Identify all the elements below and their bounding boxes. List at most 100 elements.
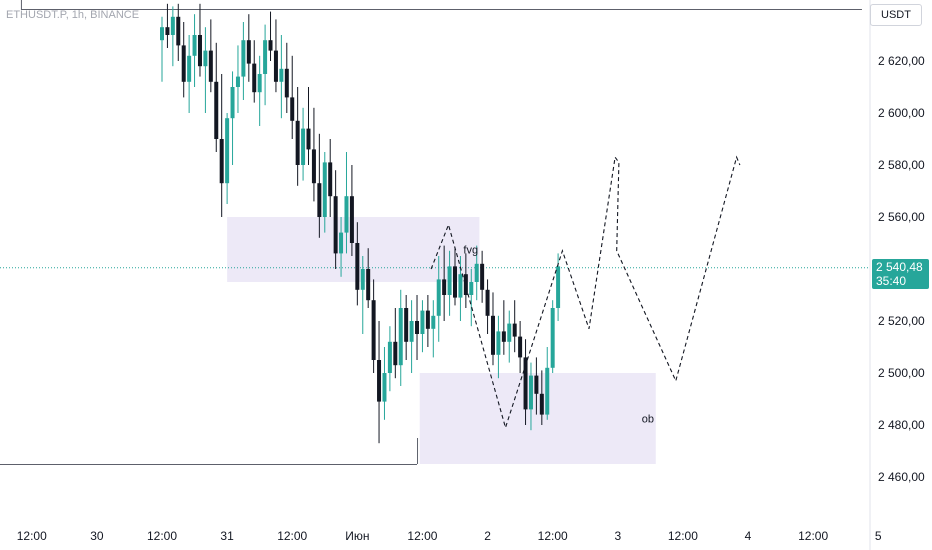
candle-body <box>181 45 186 82</box>
candle-body <box>485 289 490 316</box>
candle-body <box>301 128 306 165</box>
candle-body <box>463 274 468 295</box>
candle-body <box>507 323 512 342</box>
candle-body <box>550 308 555 368</box>
candle-body <box>442 279 447 295</box>
time-tick-label: 5 <box>875 529 882 543</box>
time-axis[interactable]: 12:00 30 12:00 31 12:00 Июн 12:00 2 12:00 3 12:00 4… <box>17 529 882 543</box>
candle-body <box>490 315 495 355</box>
candle-body <box>420 310 425 334</box>
time-tick-label: 12:00 <box>17 529 47 543</box>
candle-body <box>387 341 392 373</box>
candle-body <box>393 341 398 366</box>
candle-body <box>409 321 414 342</box>
currency-selector[interactable]: USDT <box>870 4 922 26</box>
candle-body <box>241 40 246 77</box>
candle-body <box>192 35 197 56</box>
candle-body <box>431 315 436 329</box>
candle-body <box>279 68 284 82</box>
candle-body <box>311 149 316 184</box>
price-axis[interactable]: 2 460,002 480,002 500,002 520,002 540,00… <box>878 54 925 484</box>
candle-body <box>208 50 213 82</box>
candle-body <box>518 336 523 358</box>
time-tick-label: Июн <box>345 529 369 543</box>
candle-body <box>480 263 485 290</box>
time-tick-label: 12:00 <box>407 529 437 543</box>
candle-body <box>203 50 208 67</box>
candle-body <box>534 375 539 394</box>
price-tick-label: 2 520,00 <box>878 314 925 328</box>
candle-body <box>371 300 376 360</box>
candle-body <box>366 269 371 301</box>
candle-body <box>263 40 268 74</box>
zone-label-ob: ob <box>642 414 654 426</box>
candle-body <box>360 269 365 290</box>
candle-body <box>317 183 322 217</box>
candle-body <box>225 118 230 184</box>
time-tick-label: 12:00 <box>798 529 828 543</box>
countdown-timer: 35:40 <box>876 273 907 288</box>
last-price-tag: 2 540,48 35:40 <box>872 258 929 289</box>
candle-body <box>523 357 528 410</box>
candle-body <box>339 232 344 254</box>
candle-body <box>474 263 479 282</box>
candle-body <box>273 50 278 82</box>
candle-body <box>415 321 420 334</box>
time-tick-label: 12:00 <box>538 529 568 543</box>
candle-body <box>230 87 235 119</box>
zones <box>227 217 656 464</box>
price-tick-label: 2 600,00 <box>878 106 925 120</box>
candle-body <box>214 81 219 139</box>
price-tick-label: 2 500,00 <box>878 366 925 380</box>
candle-body <box>284 68 289 98</box>
candle-body <box>197 35 202 67</box>
candle-body <box>165 27 170 35</box>
candle-body <box>235 76 240 87</box>
time-tick-label: 12:00 <box>277 529 307 543</box>
time-tick-label: 31 <box>220 529 234 543</box>
candle-body <box>539 393 544 415</box>
candles <box>160 3 561 444</box>
candle-body <box>187 55 192 82</box>
price-tick-label: 2 580,00 <box>878 158 925 172</box>
candle-body <box>170 16 175 35</box>
time-tick-label: 12:00 <box>668 529 698 543</box>
candle-body <box>333 196 338 254</box>
candle-body <box>160 27 164 41</box>
candle-body <box>252 63 257 93</box>
candle-body <box>246 40 251 64</box>
time-tick-label: 12:00 <box>147 529 177 543</box>
candle-body <box>344 196 349 233</box>
candle-body <box>425 310 430 329</box>
time-tick-label: 30 <box>90 529 104 543</box>
candle-body <box>176 16 181 46</box>
candle-body <box>268 40 273 51</box>
candle-body <box>453 266 458 298</box>
candle-body <box>512 323 517 337</box>
candle-body <box>322 162 327 217</box>
candle-body <box>398 308 403 366</box>
candle-body <box>257 74 262 93</box>
price-tick-label: 2 620,00 <box>878 54 925 68</box>
zone-label-fvg: fvg <box>463 245 478 257</box>
time-tick-label: 4 <box>745 529 752 543</box>
candle-body <box>436 279 441 316</box>
candle-body <box>556 266 561 308</box>
price-tick-label: 2 480,00 <box>878 418 925 432</box>
candle-body <box>496 331 501 355</box>
candle-body <box>295 120 300 165</box>
candle-body <box>355 243 360 290</box>
candle-body <box>290 97 295 121</box>
candle-body <box>469 282 474 295</box>
time-tick-label: 3 <box>614 529 621 543</box>
candle-body <box>447 266 452 295</box>
symbol-label: ETHUSDT.P, 1h, BINANCE <box>6 9 139 21</box>
candle-body <box>219 139 224 184</box>
candle-body <box>349 196 354 243</box>
horizontal-lines <box>0 0 870 465</box>
candle-body <box>501 331 506 342</box>
price-tick-label: 2 560,00 <box>878 210 925 224</box>
candle-body <box>528 375 533 410</box>
candle-body <box>328 162 333 197</box>
